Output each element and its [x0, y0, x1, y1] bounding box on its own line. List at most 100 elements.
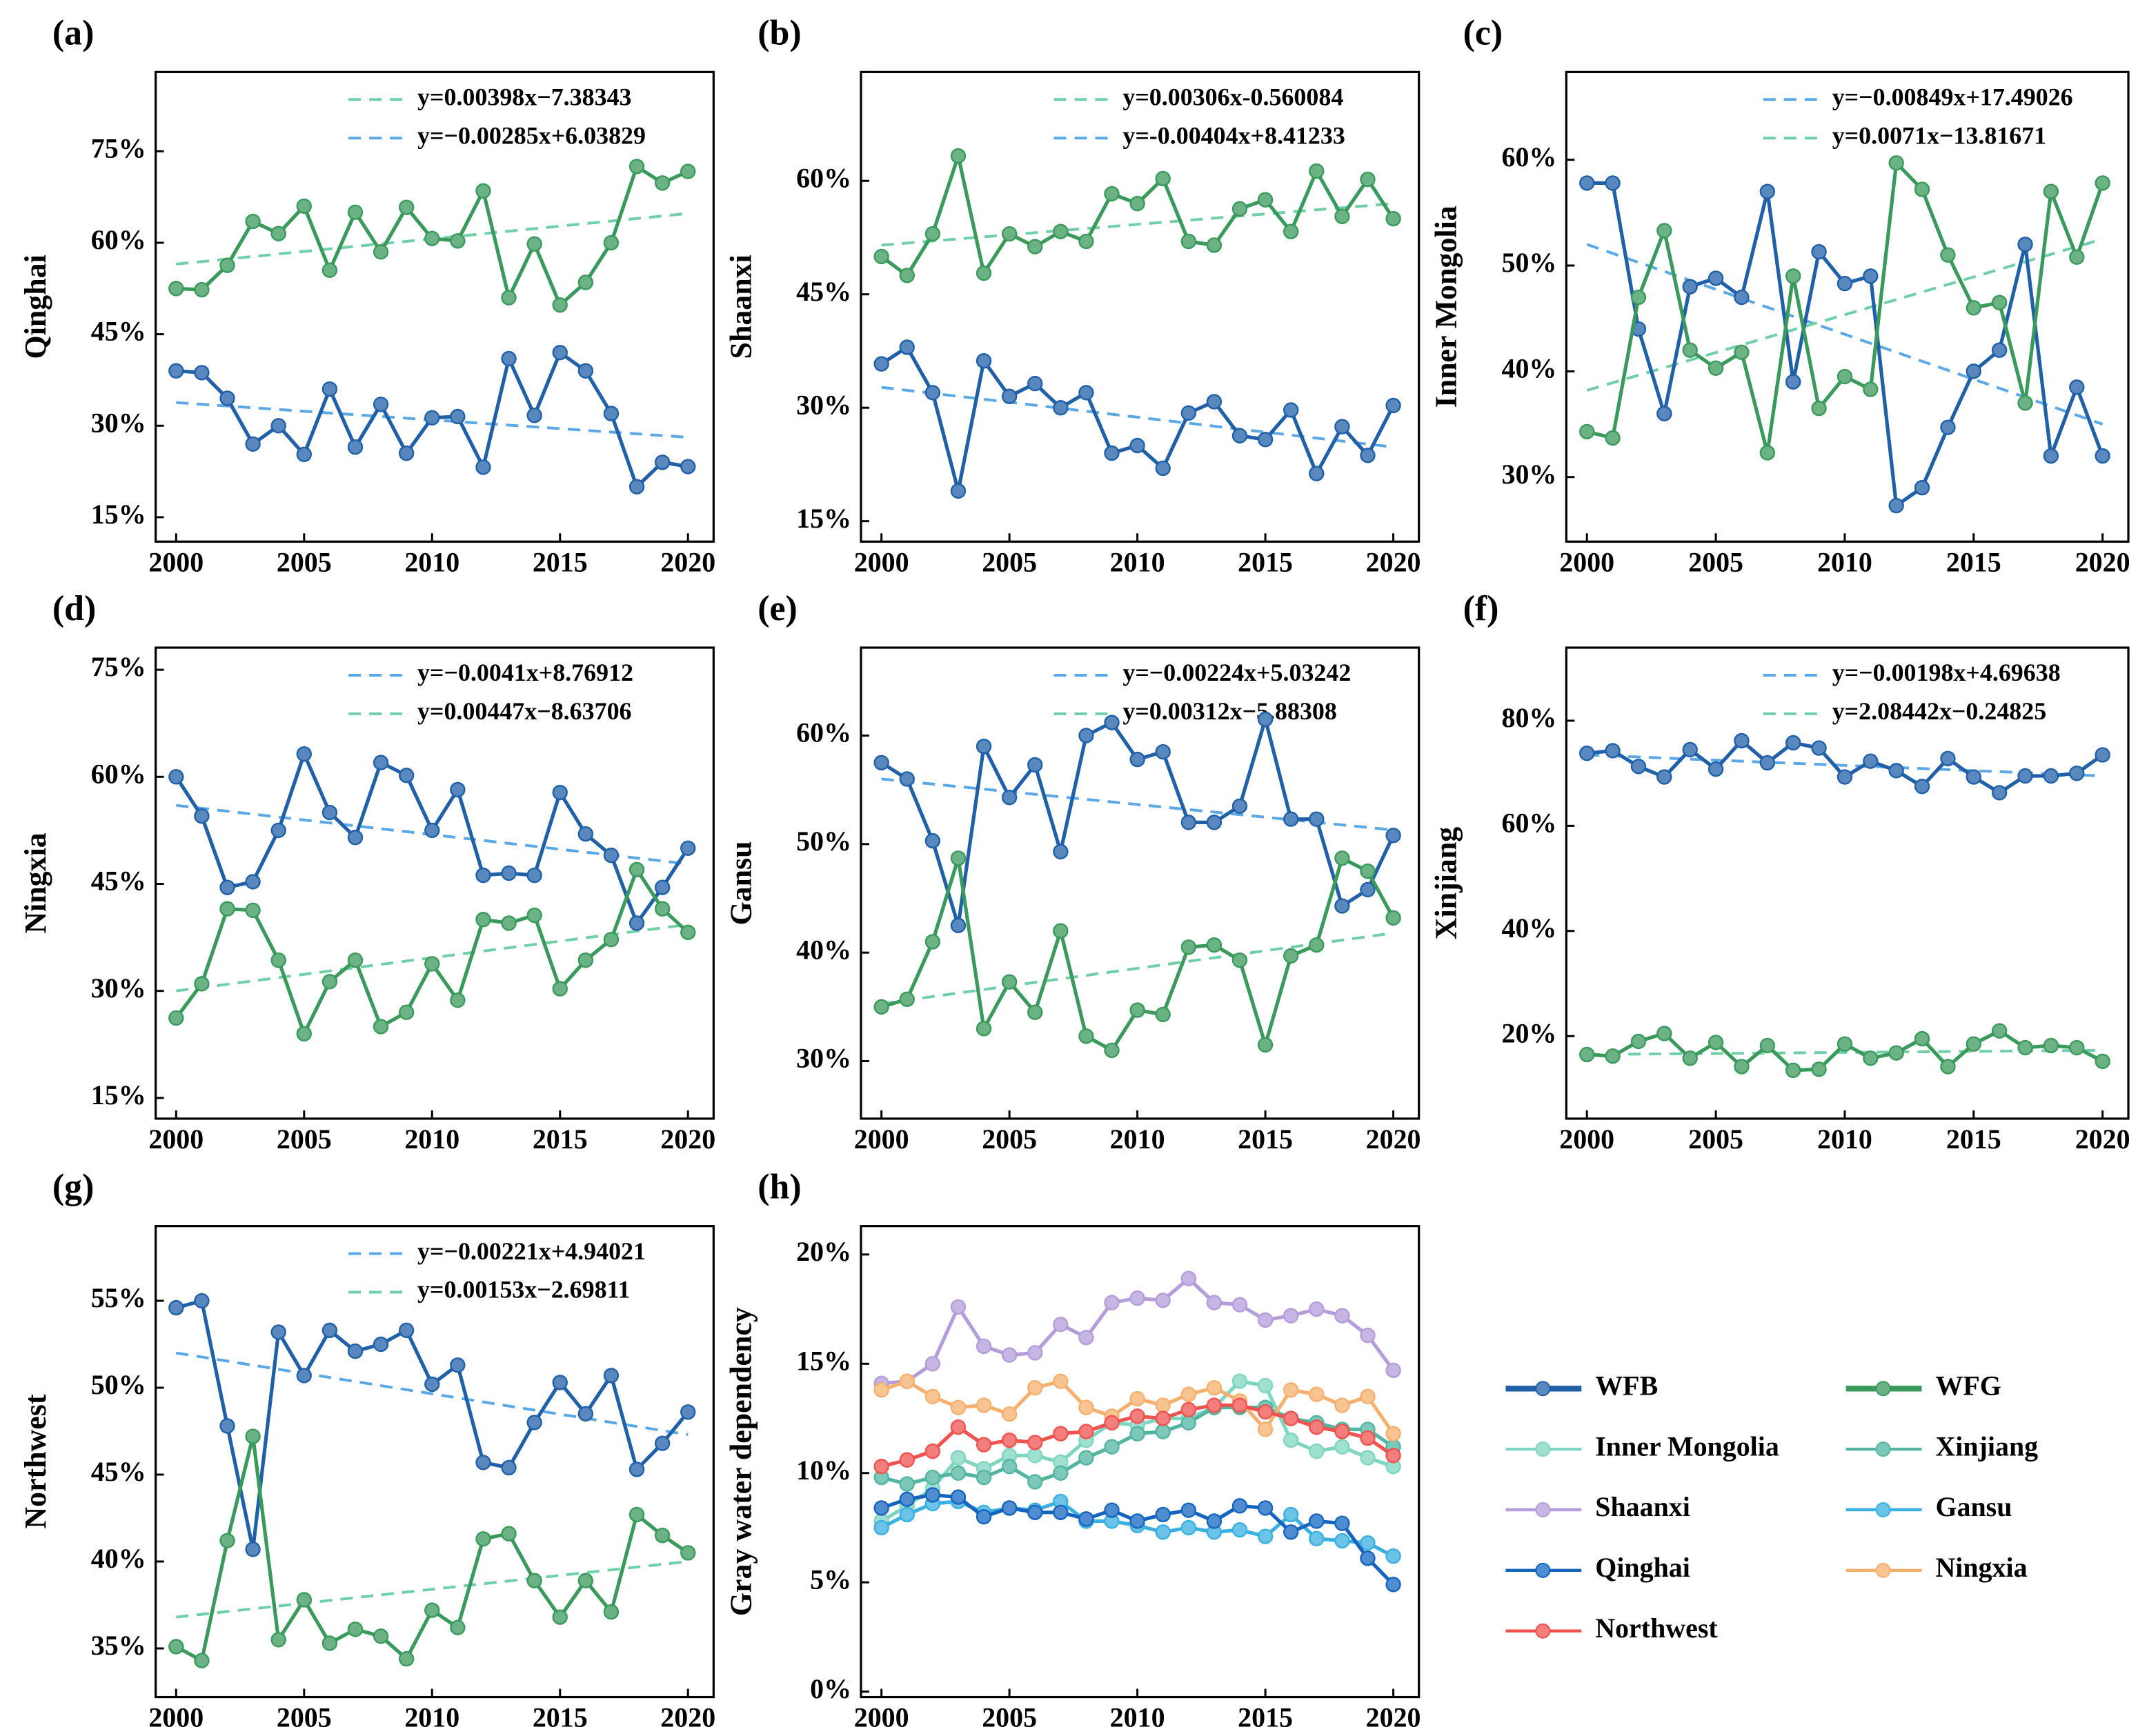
point: [976, 1021, 992, 1037]
y-axis-label: Gansu: [724, 841, 758, 925]
point: [2069, 765, 2085, 781]
point: [899, 1452, 915, 1468]
point: [1129, 1513, 1145, 1529]
point: [976, 1437, 992, 1453]
x-tick-label: 2000: [148, 1702, 204, 1733]
point: [1785, 268, 1801, 284]
point: [628, 479, 645, 495]
trend-line: [881, 202, 1394, 247]
point: [1180, 939, 1196, 955]
point: [245, 902, 261, 918]
point: [1078, 1424, 1094, 1439]
point: [1334, 1397, 1350, 1413]
x-tick-label: 2000: [854, 546, 909, 577]
point: [1734, 732, 1750, 749]
point: [1708, 1035, 1724, 1050]
point: [321, 974, 338, 990]
point: [2043, 448, 2059, 464]
point: [1334, 1439, 1350, 1455]
point: [603, 932, 620, 948]
point: [1257, 1528, 1274, 1544]
point: [873, 248, 889, 265]
point: [1104, 1295, 1120, 1310]
point: [168, 769, 184, 785]
point: [168, 1299, 184, 1316]
point: [873, 1519, 889, 1536]
point: [1759, 755, 1776, 771]
point: [976, 1508, 992, 1525]
point: [1966, 1036, 1981, 1052]
point: [577, 1573, 594, 1588]
point: [577, 363, 594, 379]
point: [1078, 385, 1094, 401]
point: [1888, 1045, 1904, 1061]
point: [1888, 497, 1904, 514]
point: [1940, 1059, 1956, 1075]
point: [194, 1293, 210, 1309]
x-tick-label: 2005: [982, 1124, 1037, 1155]
point: [552, 981, 568, 997]
point: [1104, 1042, 1120, 1058]
point: [1180, 1386, 1196, 1402]
point: [680, 1404, 696, 1420]
point: [398, 1650, 415, 1667]
point: [1579, 1046, 1595, 1063]
point: [219, 257, 235, 273]
point: [1231, 428, 1248, 443]
point: [899, 771, 915, 787]
point: [1053, 923, 1069, 939]
point: [899, 1491, 915, 1507]
point: [899, 339, 915, 355]
point: [219, 390, 235, 406]
point: [1180, 233, 1196, 250]
point: [424, 230, 440, 246]
point: [2017, 1039, 2033, 1056]
y-tick-label: 60%: [796, 717, 851, 748]
point: [321, 804, 338, 821]
point: [1682, 342, 1698, 358]
point: [1257, 1500, 1274, 1516]
legend-label: y=0.00447x−8.63706: [417, 697, 632, 725]
y-axis-label: Northwest: [19, 1394, 52, 1528]
point: [296, 198, 312, 214]
x-tick-label: 2000: [148, 546, 204, 577]
panel: (d) Ningxia 15% 30% 45% 60% 75% 2000 2005 2010 201…: [19, 589, 715, 1155]
point: [1385, 1448, 1401, 1464]
y-tick-label: 40%: [1502, 912, 1557, 944]
y-tick-label: 20%: [796, 1236, 851, 1267]
point: [1309, 466, 1325, 481]
point: [680, 1545, 696, 1561]
point: [950, 850, 967, 866]
point: [899, 1373, 915, 1389]
point: [1257, 711, 1274, 728]
y-axis-label: Ningxia: [19, 832, 52, 933]
y-axis-label: Shaanxi: [724, 255, 758, 359]
point: [1888, 763, 1904, 779]
legend-label: y=−0.00224x+5.03242: [1122, 659, 1351, 686]
point: [1837, 275, 1853, 292]
point: [219, 1533, 235, 1548]
point: [1708, 270, 1724, 286]
panel: (f) Xinjiang 20% 40% 60% 80% 2000 2005 2010 2015 2…: [1429, 589, 2130, 1155]
point: [2069, 1039, 2085, 1056]
point: [398, 768, 415, 784]
point: [924, 1469, 941, 1486]
point: [950, 148, 967, 164]
y-tick-label: 5%: [810, 1564, 851, 1595]
point: [194, 281, 210, 298]
point: [1785, 374, 1801, 390]
point: [1888, 155, 1904, 171]
legend-marker: [1535, 1502, 1551, 1517]
point: [1180, 1502, 1196, 1518]
point: [873, 1500, 889, 1516]
legend-label: Xinjiang: [1935, 1430, 2038, 1461]
point: [1155, 1410, 1171, 1426]
point: [976, 353, 992, 369]
point: [373, 1336, 389, 1353]
point: [245, 436, 261, 452]
point: [296, 446, 312, 462]
legend-label: y=0.0071x−13.81671: [1832, 121, 2047, 149]
y-tick-label: 30%: [91, 972, 146, 1004]
point: [1863, 381, 1879, 397]
point: [680, 459, 696, 475]
